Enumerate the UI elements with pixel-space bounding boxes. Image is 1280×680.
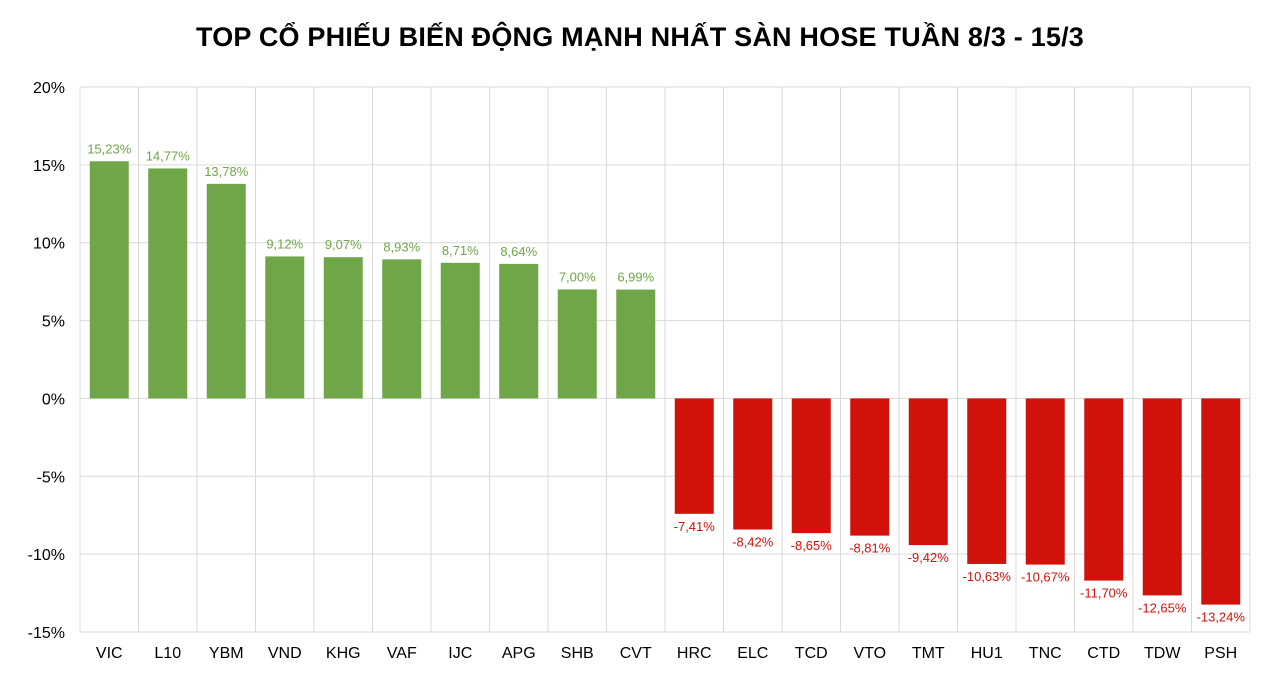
- label-layer: 20% 15% 10% 5% 0% -5% -10% -15% 15,23% VIC 14,77% L…: [28, 80, 1246, 662]
- x-tick-label: VND: [268, 645, 302, 662]
- x-tick-label: TMT: [912, 645, 945, 662]
- bar-ybm: [206, 183, 246, 399]
- x-tick-label: IJC: [448, 645, 472, 662]
- x-tick-label: APG: [502, 645, 536, 662]
- x-tick-label: VTO: [853, 645, 886, 662]
- x-tick-label: CTD: [1087, 645, 1120, 662]
- data-label: -10,63%: [963, 569, 1012, 584]
- x-tick-label: TCD: [795, 645, 828, 662]
- bar-elc: [733, 398, 773, 530]
- x-tick-label: VAF: [387, 645, 417, 662]
- data-label: 8,64%: [500, 244, 537, 259]
- bar-hrc: [674, 398, 714, 514]
- data-label: -8,65%: [791, 538, 833, 553]
- bar-apg: [499, 263, 539, 399]
- bar-shb: [557, 289, 597, 399]
- x-tick-label: YBM: [209, 645, 244, 662]
- data-label: 6,99%: [617, 270, 654, 285]
- x-tick-label: KHG: [326, 645, 361, 662]
- x-tick-label: CVT: [620, 645, 652, 662]
- x-tick-label: SHB: [561, 645, 594, 662]
- bar-hu1: [967, 398, 1007, 564]
- bar-khg: [323, 257, 363, 399]
- chart-title: TOP CỔ PHIẾU BIẾN ĐỘNG MẠNH NHẤT SÀN HOS…: [195, 22, 1085, 52]
- y-tick-label: -5%: [37, 469, 65, 486]
- x-tick-label: VIC: [96, 645, 123, 662]
- bar-ijc: [440, 262, 480, 399]
- data-label: -8,81%: [849, 541, 891, 556]
- data-label: 15,23%: [87, 141, 132, 156]
- bar-layer: [89, 161, 1241, 605]
- data-label: -7,41%: [674, 519, 716, 534]
- y-tick-label: -10%: [28, 547, 65, 564]
- bar-l10: [148, 168, 188, 399]
- bar-tcd: [791, 398, 831, 534]
- data-label: 7,00%: [559, 269, 596, 284]
- bar-vic: [89, 161, 129, 399]
- y-tick-label: 0%: [42, 391, 65, 408]
- grid-layer: [79, 86, 1251, 633]
- x-tick-label: HRC: [677, 645, 712, 662]
- data-label: -13,24%: [1197, 610, 1246, 625]
- data-label: 13,78%: [204, 164, 249, 179]
- x-tick-label: TNC: [1029, 645, 1062, 662]
- data-label: -8,42%: [732, 535, 774, 550]
- data-label: 8,93%: [383, 239, 420, 254]
- data-label: -9,42%: [908, 550, 950, 565]
- bar-vaf: [382, 259, 422, 399]
- y-tick-label: -15%: [28, 625, 65, 642]
- bar-tmt: [908, 398, 948, 546]
- bar-vnd: [265, 256, 305, 399]
- y-tick-label: 15%: [33, 158, 65, 175]
- x-tick-label: TDW: [1144, 645, 1181, 662]
- x-tick-label: ELC: [737, 645, 768, 662]
- x-tick-label: PSH: [1204, 645, 1237, 662]
- data-label: 14,77%: [146, 148, 191, 163]
- bar-vto: [850, 398, 890, 536]
- y-tick-label: 20%: [33, 80, 65, 97]
- x-tick-label: HU1: [971, 645, 1003, 662]
- x-tick-label: L10: [154, 645, 181, 662]
- bar-cvt: [616, 289, 656, 399]
- data-label: 9,12%: [266, 236, 303, 251]
- bar-ctd: [1084, 398, 1124, 581]
- bar-tnc: [1025, 398, 1065, 565]
- data-label: 9,07%: [325, 237, 362, 252]
- bar-psh: [1201, 398, 1241, 605]
- data-label: -12,65%: [1138, 600, 1187, 615]
- data-label: -11,70%: [1080, 586, 1128, 601]
- y-tick-label: 5%: [42, 314, 65, 331]
- data-label: -10,67%: [1021, 570, 1070, 585]
- y-tick-label: 10%: [33, 236, 65, 253]
- data-label: 8,71%: [442, 243, 479, 258]
- bar-tdw: [1142, 398, 1182, 596]
